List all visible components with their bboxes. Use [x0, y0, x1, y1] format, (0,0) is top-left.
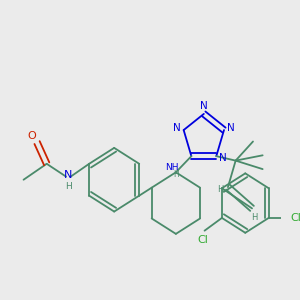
- Text: N: N: [200, 101, 208, 112]
- Text: N: N: [64, 170, 72, 181]
- Text: H: H: [251, 213, 257, 222]
- Text: H: H: [217, 185, 224, 194]
- Text: N: N: [227, 123, 235, 133]
- Text: NH: NH: [165, 163, 179, 172]
- Text: N: N: [219, 153, 227, 163]
- Text: N: N: [173, 123, 181, 133]
- Text: Cl: Cl: [290, 213, 300, 223]
- Text: Cl: Cl: [197, 235, 208, 245]
- Text: O: O: [28, 131, 37, 141]
- Text: H: H: [65, 182, 72, 190]
- Text: H: H: [173, 170, 179, 179]
